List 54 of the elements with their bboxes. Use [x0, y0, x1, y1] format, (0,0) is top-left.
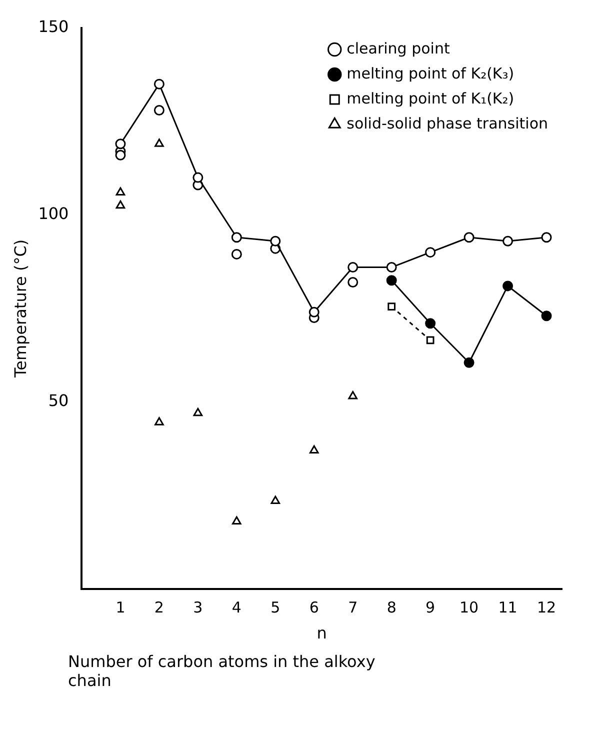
point	[154, 78, 164, 90]
legend-label: melting point of K₁(K₂)	[346, 89, 514, 108]
point	[386, 262, 397, 273]
point	[425, 247, 436, 258]
point	[348, 391, 358, 400]
point	[308, 306, 320, 318]
point	[154, 105, 164, 116]
point	[502, 236, 514, 246]
x-tick-label: 11	[498, 598, 518, 617]
x-tick-label: 6	[309, 598, 319, 617]
point	[425, 318, 436, 329]
point	[309, 445, 319, 454]
point	[426, 336, 434, 344]
point	[502, 280, 514, 292]
x-tick-label: 12	[536, 598, 556, 617]
point	[115, 150, 126, 160]
x-tick-label: 7	[348, 598, 358, 617]
x-tick-label: 8	[386, 598, 396, 617]
text: Number of carbon atoms in the alkoxy chain	[68, 652, 376, 690]
legend-label: melting point of K₂(K₃)	[346, 64, 514, 82]
x-tick-label: 2	[154, 598, 164, 617]
point	[154, 417, 164, 426]
point	[193, 408, 203, 416]
point	[464, 232, 474, 243]
y-tick-label: 150	[38, 17, 69, 36]
point	[348, 262, 358, 273]
x-tick-label: 9	[426, 598, 436, 617]
point	[270, 236, 281, 246]
point	[232, 516, 242, 525]
point	[541, 232, 552, 243]
y-axis-title: Temperature (°C)	[10, 239, 30, 378]
point	[116, 200, 126, 209]
point	[115, 138, 126, 150]
point	[231, 248, 242, 260]
x-tick-label: 5	[270, 598, 280, 617]
y-tick-label: 100	[38, 204, 69, 224]
point	[270, 496, 280, 504]
point	[348, 276, 358, 288]
point	[231, 232, 242, 243]
point	[541, 310, 552, 322]
legend-label: clearing point	[346, 39, 450, 58]
x-tick-label: 10	[460, 598, 479, 617]
point	[388, 302, 396, 310]
point	[116, 187, 126, 196]
point	[154, 138, 164, 147]
point	[192, 172, 204, 183]
x-tick-label: 3	[193, 598, 203, 617]
point	[464, 357, 474, 368]
y-tick-label: 50	[48, 391, 69, 410]
x-tick-label: 4	[232, 598, 242, 617]
legend-label: solid-solid phase transition	[346, 114, 548, 132]
x-tick-label: 1	[116, 598, 126, 617]
x-axis-title: n	[316, 624, 327, 643]
point	[386, 275, 397, 286]
